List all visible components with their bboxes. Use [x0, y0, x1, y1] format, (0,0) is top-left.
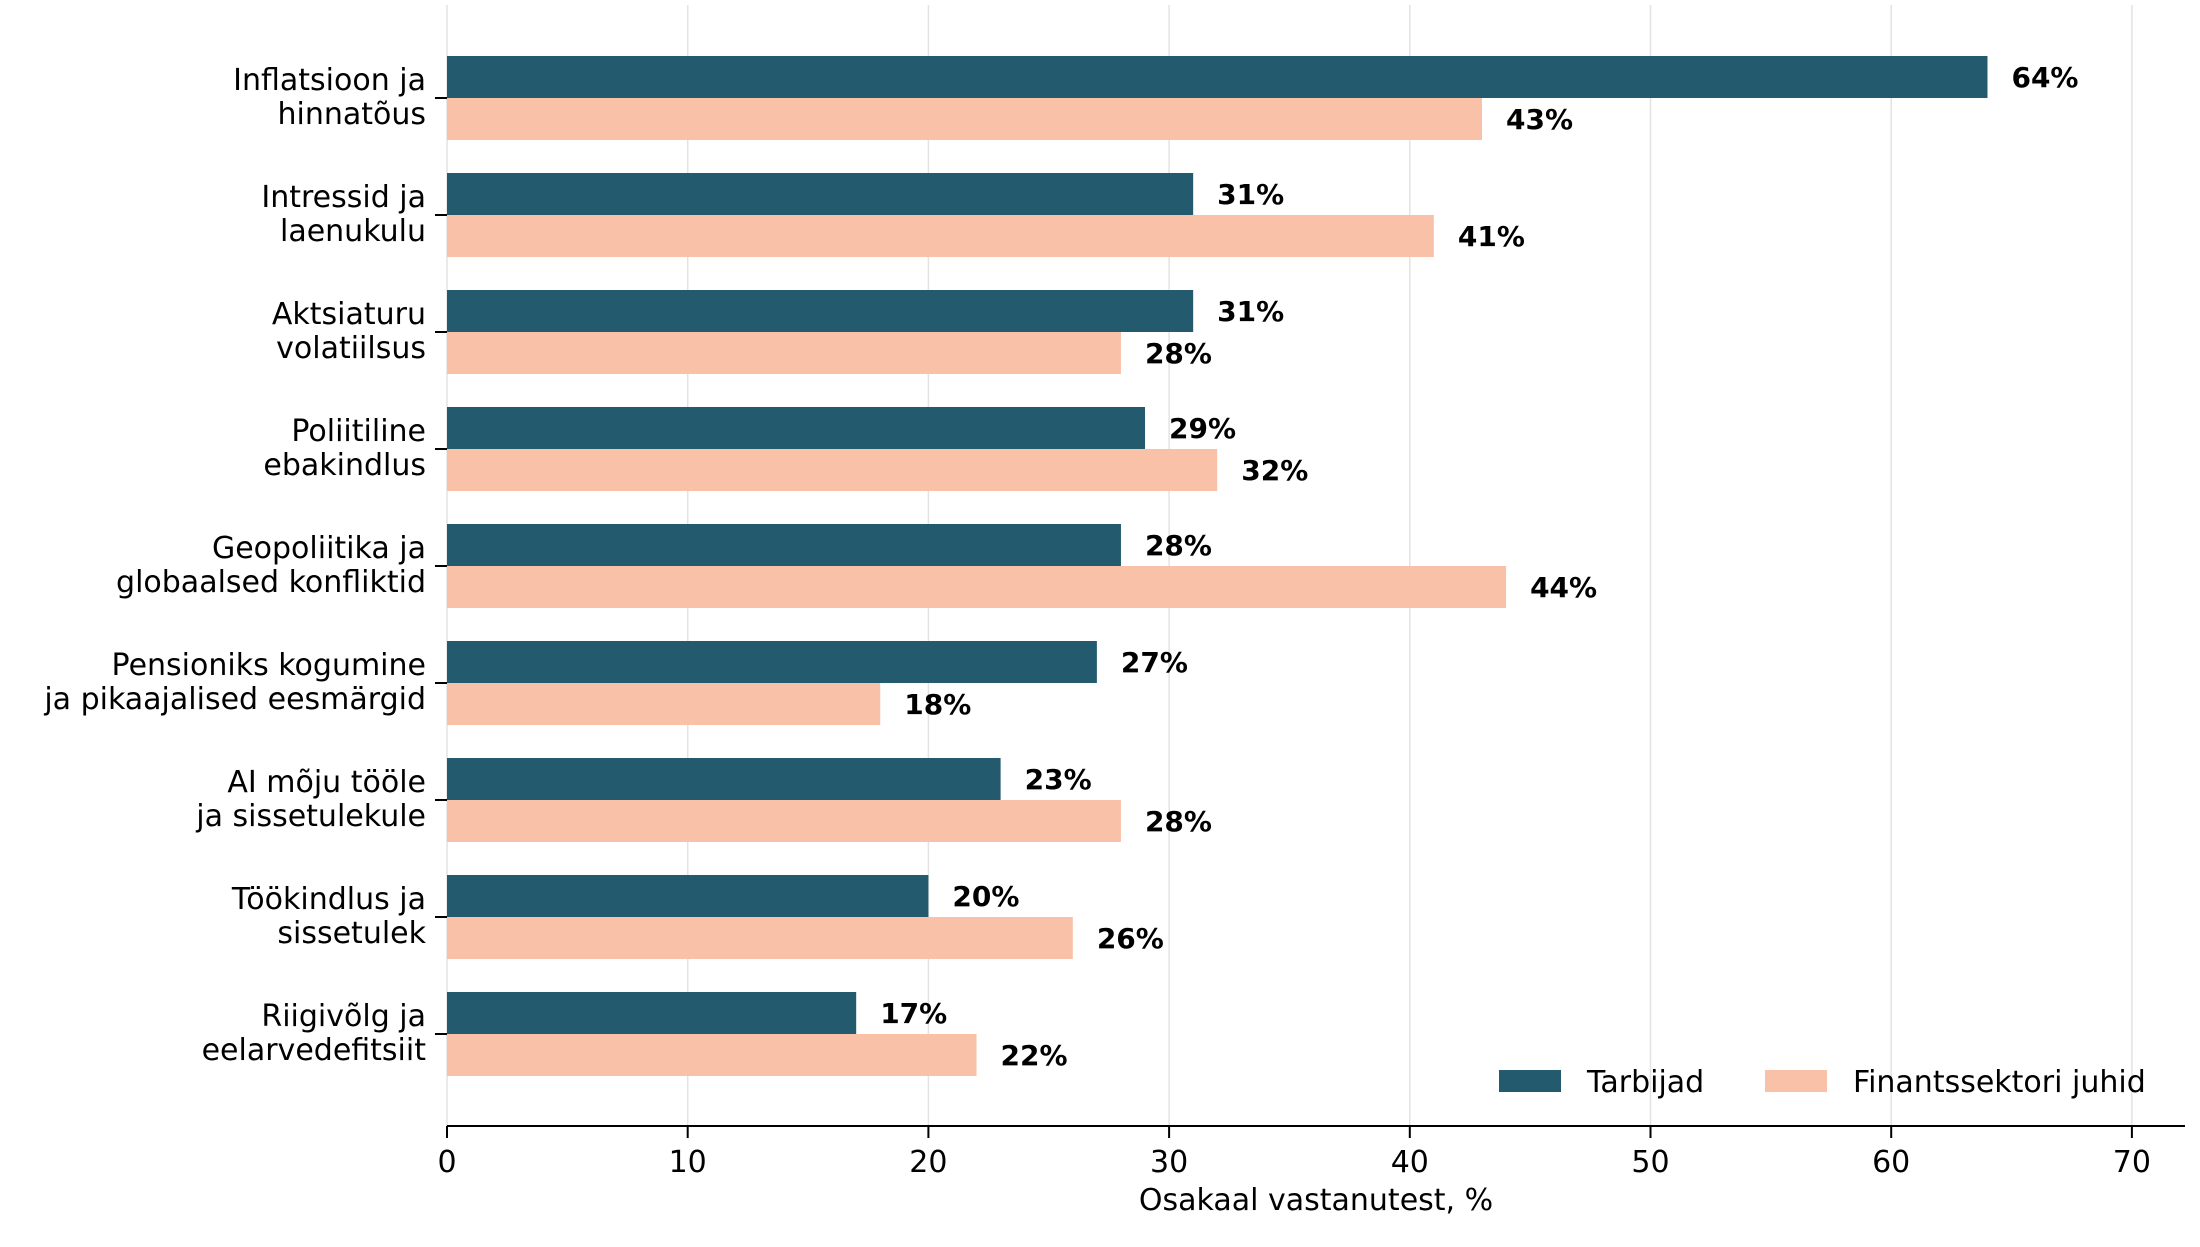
category-label: Riigivõlg ja eelarvedefitsiit [202, 999, 427, 1068]
x-ticks: 0 10 20 30 40 50 60 70 [437, 1126, 2151, 1180]
bar-finantssektori-juhid [447, 215, 1434, 257]
bar-finantssektori-juhid [447, 332, 1121, 374]
bar-finantssektori-juhid [447, 566, 1507, 608]
x-tick-label: 0 [437, 1145, 456, 1180]
x-tick-label: 40 [1391, 1145, 1429, 1180]
bar-tarbijad [447, 875, 929, 917]
x-tick-label: 60 [1872, 1145, 1910, 1180]
category-label-line: Pensioniks kogumine [112, 648, 426, 683]
data-label: 18% [904, 688, 971, 721]
data-labels: 64%43%31%41%31%28%29%32%28%44%27%18%23%2… [880, 61, 2078, 1072]
data-label: 64% [2011, 61, 2078, 94]
data-label: 43% [1506, 103, 1573, 136]
category-label-line: hinnatõus [277, 97, 426, 132]
legend: Tarbijad Finantssektori juhid [1499, 1065, 2146, 1100]
bar-tarbijad [447, 992, 857, 1034]
category-label-line: Intressid ja [261, 180, 426, 215]
category-labels: Inflatsioon ja hinnatõus Intressid ja laenu… [43, 63, 447, 1068]
category-label-line: eelarvedefitsiit [202, 1033, 427, 1068]
category-label-line: Töökindlus ja [231, 882, 426, 917]
data-label: 20% [952, 880, 1019, 913]
x-tick-label: 10 [669, 1145, 707, 1180]
data-label: 22% [1001, 1039, 1068, 1072]
bar-tarbijad [447, 290, 1194, 332]
data-label: 28% [1145, 337, 1212, 370]
category-label: AI mõju tööle ja sissetulekule [195, 765, 426, 834]
data-label: 31% [1217, 295, 1284, 328]
category-label: Pensioniks kogumine ja pikaajalised eesmä… [43, 648, 426, 717]
bar-finantssektori-juhid [447, 683, 881, 725]
bars [447, 56, 1988, 1076]
bar-tarbijad [447, 758, 1001, 800]
data-label: 44% [1530, 571, 1597, 604]
category-label-line: sissetulek [277, 916, 426, 951]
legend-swatch [1499, 1070, 1561, 1092]
category-label-line: ebakindlus [263, 448, 426, 483]
data-label: 17% [880, 997, 947, 1030]
category-label: Töökindlus ja sissetulek [231, 882, 427, 951]
bar-tarbijad [447, 56, 1988, 98]
data-label: 29% [1169, 412, 1236, 445]
category-label: Poliitiline ebakindlus [263, 414, 426, 483]
category-label-line: laenukulu [280, 214, 426, 249]
category-label-line: Poliitiline [291, 414, 426, 449]
data-label: 31% [1217, 178, 1284, 211]
category-label: Intressid ja laenukulu [261, 180, 426, 249]
bar-tarbijad [447, 524, 1121, 566]
legend-swatch [1765, 1070, 1827, 1092]
bar-finantssektori-juhid [447, 800, 1121, 842]
x-tick-label: 30 [1150, 1145, 1188, 1180]
data-label: 26% [1097, 922, 1164, 955]
category-label: Aktsiaturu volatiilsus [272, 297, 426, 366]
data-label: 32% [1241, 454, 1308, 487]
bar-finantssektori-juhid [447, 449, 1218, 491]
data-label: 41% [1458, 220, 1525, 253]
category-label-line: globaalsed konfliktid [116, 565, 426, 600]
x-tick-label: 20 [909, 1145, 947, 1180]
x-tick-label: 70 [2113, 1145, 2151, 1180]
category-label: Geopoliitika ja globaalsed konfliktid [116, 531, 426, 600]
category-label-line: ja pikaajalised eesmärgid [43, 682, 426, 717]
x-axis-title: Osakaal vastanutest, % [1139, 1183, 1493, 1218]
data-label: 27% [1121, 646, 1188, 679]
bar-tarbijad [447, 173, 1194, 215]
bar-finantssektori-juhid [447, 917, 1073, 959]
data-label: 28% [1145, 805, 1212, 838]
bar-tarbijad [447, 407, 1146, 449]
category-label-line: Aktsiaturu [272, 297, 426, 332]
category-label-line: Inflatsioon ja [233, 63, 426, 98]
data-label: 28% [1145, 529, 1212, 562]
category-label-line: Riigivõlg ja [261, 999, 426, 1034]
bar-finantssektori-juhid [447, 1034, 977, 1076]
category-label-line: Geopoliitika ja [212, 531, 426, 566]
category-label: Inflatsioon ja hinnatõus [233, 63, 426, 132]
legend-label: Finantssektori juhid [1853, 1065, 2146, 1100]
category-label-line: ja sissetulekule [195, 799, 426, 834]
category-label-line: AI mõju tööle [227, 765, 426, 800]
category-label-line: volatiilsus [276, 331, 426, 366]
bar-tarbijad [447, 641, 1097, 683]
bar-finantssektori-juhid [447, 98, 1483, 140]
data-label: 23% [1025, 763, 1092, 796]
x-tick-label: 50 [1631, 1145, 1669, 1180]
legend-label: Tarbijad [1586, 1065, 1704, 1100]
